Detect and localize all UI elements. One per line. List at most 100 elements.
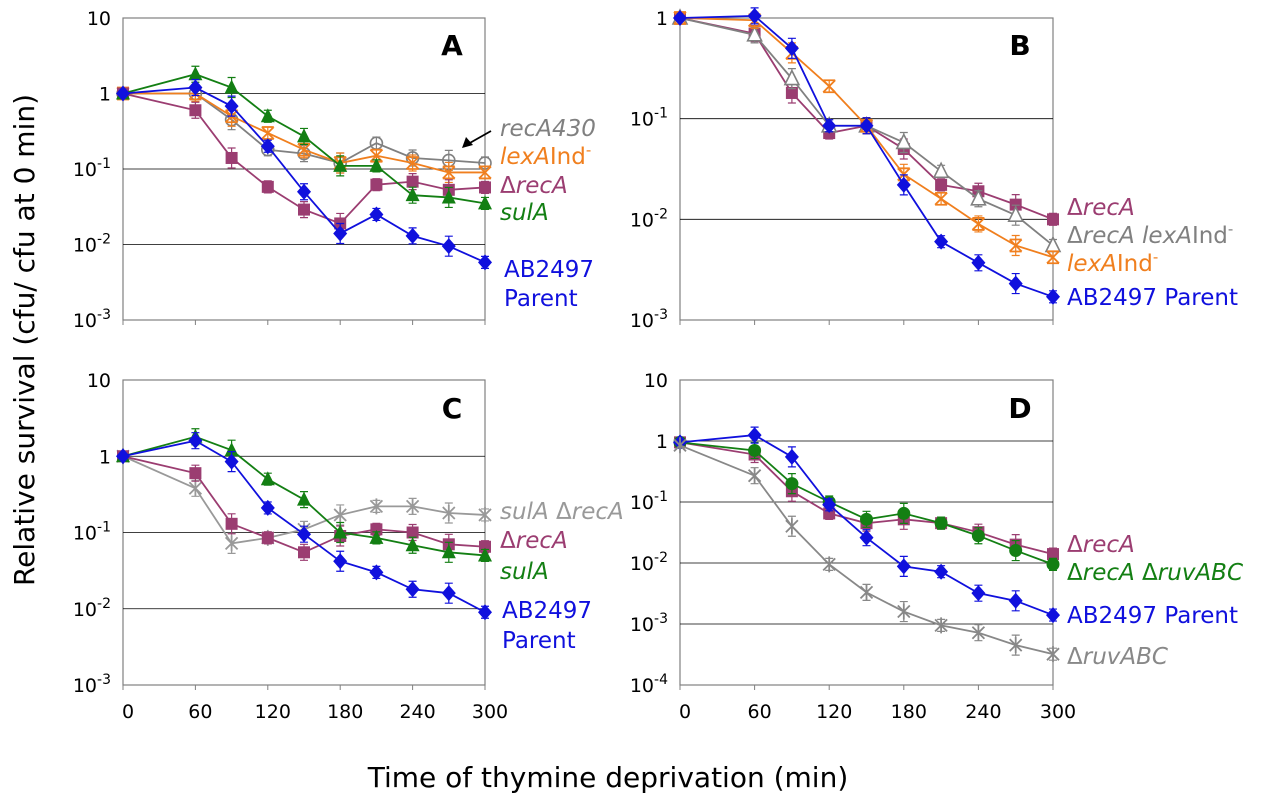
y-tick-label: 10 xyxy=(644,370,668,392)
data-point xyxy=(1009,238,1023,253)
data-point xyxy=(934,191,948,206)
data-point xyxy=(369,148,384,163)
series-label: ΔrecA lexAInd- xyxy=(1067,220,1233,249)
series-line xyxy=(679,17,1054,221)
data-point xyxy=(478,195,492,210)
data-point xyxy=(747,467,762,484)
series-label: lexAInd- xyxy=(500,141,591,170)
data-point xyxy=(673,10,687,26)
series-ab2497-parent xyxy=(116,432,492,621)
data-point xyxy=(369,564,384,581)
series--reca-ruvabc xyxy=(673,435,1060,571)
data-point xyxy=(224,453,239,470)
data-point xyxy=(785,518,799,535)
x-tick-label: 120 xyxy=(255,701,291,723)
series-label: AB2497 xyxy=(502,598,592,624)
data-point xyxy=(478,604,492,621)
series-line xyxy=(122,439,486,614)
data-point xyxy=(932,161,950,179)
y-tick-label: 10-2 xyxy=(73,232,111,257)
data-point xyxy=(260,471,275,486)
y-tick-label: 10-3 xyxy=(630,611,668,636)
y-tick-label: 10-4 xyxy=(630,672,668,697)
data-point xyxy=(261,531,274,544)
series-line xyxy=(122,86,486,264)
series-label: ΔrecA xyxy=(500,173,568,199)
data-point xyxy=(442,165,456,180)
x-tick-label: 240 xyxy=(399,701,435,723)
y-tick-label: 10-3 xyxy=(630,307,668,332)
data-point xyxy=(297,128,311,143)
data-point xyxy=(369,529,384,544)
series-lexa-ind- xyxy=(673,11,1060,265)
data-point xyxy=(746,25,763,42)
series-label: sulA xyxy=(500,559,549,585)
series-label: sulA ΔrecA xyxy=(500,499,624,525)
series-line xyxy=(122,73,486,205)
series-line xyxy=(122,455,486,554)
y-tick-label: 10 xyxy=(87,370,111,392)
data-point xyxy=(369,157,384,172)
data-point xyxy=(225,517,238,530)
y-tick-label: 10-2 xyxy=(630,206,668,231)
x-tick-label: 180 xyxy=(891,701,927,723)
series-label: AB2497 xyxy=(504,257,594,283)
x-tick-label: 60 xyxy=(748,701,772,723)
data-point xyxy=(478,254,492,271)
series-label: sulA xyxy=(500,200,549,226)
data-point xyxy=(1044,235,1062,253)
data-point xyxy=(822,117,837,134)
data-point xyxy=(784,448,799,465)
data-point xyxy=(784,40,799,57)
x-tick-label: 120 xyxy=(816,701,852,723)
y-tick-label: 1 xyxy=(656,8,668,30)
y-axis-title: Relative survival (cfu/ cfu at 0 min) xyxy=(8,94,41,586)
data-point xyxy=(333,225,348,242)
annotation-arrow xyxy=(462,130,492,148)
data-point xyxy=(971,624,986,641)
data-point xyxy=(897,603,911,620)
series-line xyxy=(122,435,486,557)
data-point xyxy=(934,617,948,634)
data-point xyxy=(935,178,948,191)
data-point xyxy=(785,86,798,99)
data-point xyxy=(441,585,456,602)
series-line xyxy=(122,455,486,545)
panel-letter: A xyxy=(441,29,463,62)
y-tick-label: 10-3 xyxy=(73,307,111,332)
data-point xyxy=(224,442,239,457)
data-point xyxy=(224,98,239,115)
data-point xyxy=(333,524,348,539)
data-point xyxy=(298,546,310,559)
data-point xyxy=(297,491,311,506)
data-point xyxy=(1009,637,1023,654)
y-tick-label: 10 xyxy=(87,8,111,30)
data-point xyxy=(822,79,836,94)
x-axis-title: Time of thymine deprivation (min) xyxy=(367,761,849,794)
data-point xyxy=(895,132,913,150)
data-point xyxy=(333,157,348,172)
data-point xyxy=(747,7,762,24)
series-line xyxy=(679,17,1054,259)
data-point xyxy=(1009,544,1023,558)
data-point xyxy=(224,535,239,552)
data-point xyxy=(406,526,419,539)
series-line xyxy=(679,441,1054,566)
data-point xyxy=(369,206,384,223)
plot-frame xyxy=(679,17,1054,321)
data-point xyxy=(225,151,238,164)
data-point xyxy=(479,181,491,194)
data-point xyxy=(934,563,949,580)
data-point xyxy=(934,516,948,530)
data-point xyxy=(859,529,874,546)
data-point xyxy=(369,498,384,515)
data-point xyxy=(896,558,911,575)
series-line xyxy=(123,92,486,164)
data-point xyxy=(1046,646,1060,663)
data-point xyxy=(406,175,419,188)
data-point xyxy=(224,79,239,94)
series-ab2497-parent xyxy=(116,78,492,271)
data-point xyxy=(1047,213,1059,226)
y-tick-label: 10-2 xyxy=(73,596,111,621)
data-point xyxy=(822,556,836,573)
